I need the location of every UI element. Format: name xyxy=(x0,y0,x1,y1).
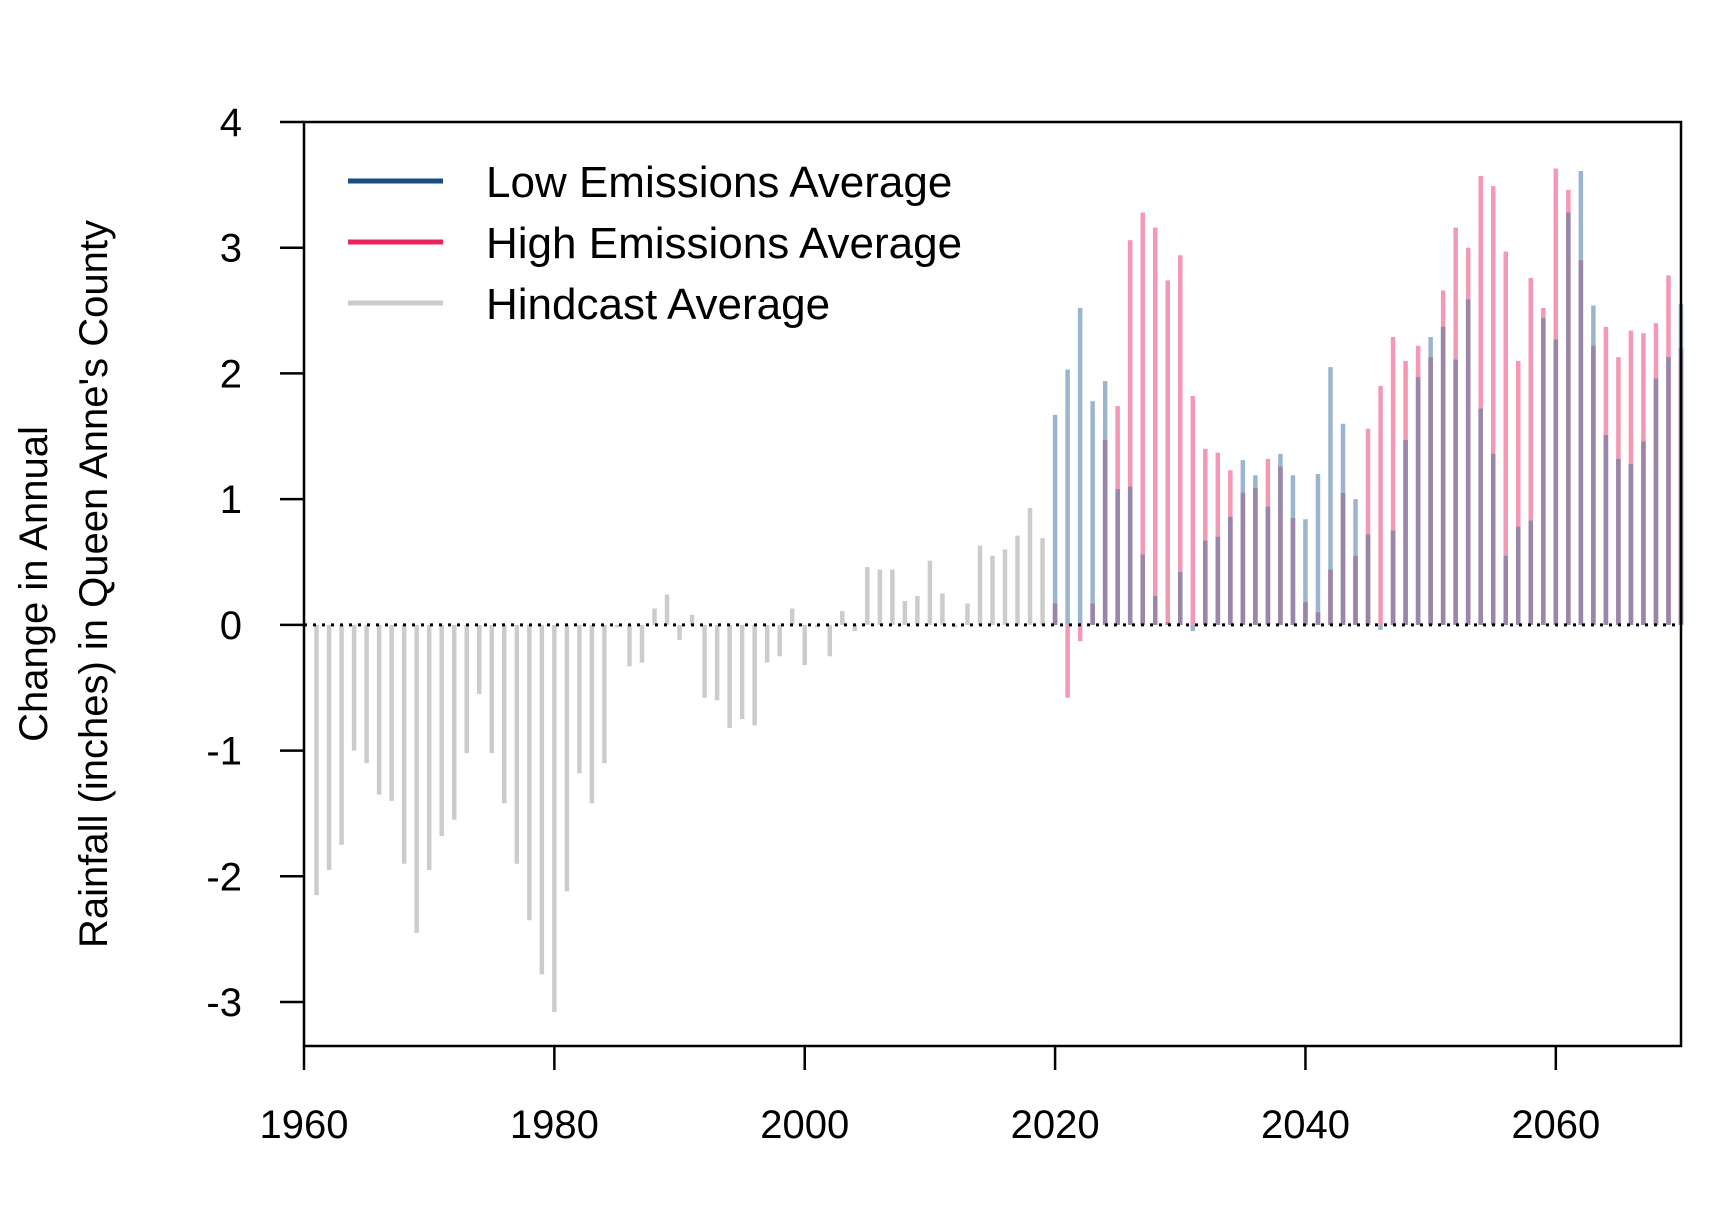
y-tick-label: -1 xyxy=(206,730,242,774)
y-tick-label: 3 xyxy=(220,227,242,271)
y-axis-title-line-1: Change in Annual xyxy=(12,426,56,742)
legend-label-low: Low Emissions Average xyxy=(486,158,952,207)
x-tick-label: 2000 xyxy=(760,1103,849,1147)
y-tick-label: -3 xyxy=(206,981,242,1025)
y-tick-label: 4 xyxy=(220,101,242,145)
x-tick-label: 1980 xyxy=(510,1103,599,1147)
legend-label-high: High Emissions Average xyxy=(486,219,962,268)
x-tick-label: 2020 xyxy=(1011,1103,1100,1147)
x-tick-label: 2060 xyxy=(1511,1103,1600,1147)
x-axis: 1960 1980 2000 2020 2040 2060 xyxy=(260,1046,1600,1147)
overlap-bars xyxy=(1052,212,1684,625)
y-axis-title-line-2: Rainfall (inches) in Queen Anne's County xyxy=(72,220,116,948)
y-tick-label: 1 xyxy=(220,478,242,522)
y-tick-label: -2 xyxy=(206,855,242,899)
y-tick-label: 0 xyxy=(220,604,242,648)
x-tick-label: 2040 xyxy=(1261,1103,1350,1147)
y-tick-label: 2 xyxy=(220,352,242,396)
hindcast-bars xyxy=(314,507,1045,1013)
y-axis-title: Change in Annual Rainfall (inches) in Qu… xyxy=(12,220,116,948)
x-tick-label: 1960 xyxy=(260,1103,349,1147)
legend-label-hindcast: Hindcast Average xyxy=(486,280,830,329)
plot-frame xyxy=(302,120,1683,1048)
legend: Low Emissions Average High Emissions Ave… xyxy=(348,158,962,329)
y-axis: -3 -2 -1 0 1 2 3 4 xyxy=(206,101,304,1025)
